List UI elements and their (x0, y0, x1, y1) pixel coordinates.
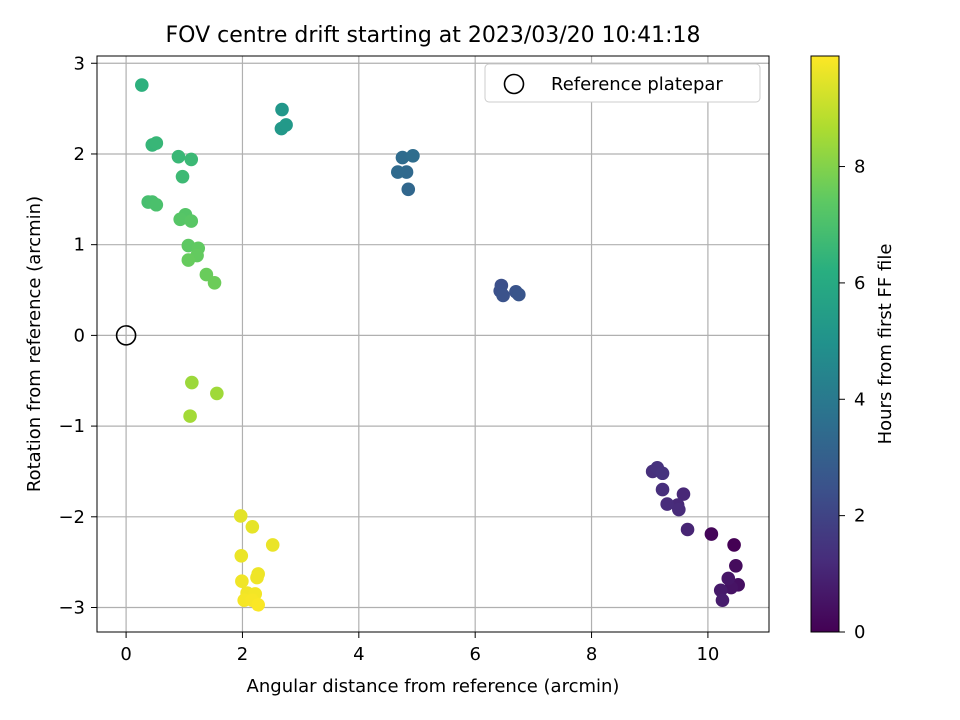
y-tick-label: 2 (74, 144, 85, 165)
legend-box (484, 63, 761, 103)
data-point (135, 78, 149, 92)
data-point (275, 102, 289, 117)
legend-reference-marker (503, 73, 525, 95)
data-point (401, 182, 416, 197)
data-point (181, 253, 196, 267)
y-axis-ticks: −3 −2 −1 0 1 2 3 (58, 53, 97, 619)
colorbar-tick-label: 0 (854, 622, 865, 643)
data-point (391, 165, 405, 179)
data-point (149, 136, 164, 150)
x-tick-label: 2 (237, 644, 248, 665)
legend-entry-reference: Reference platepar (551, 74, 723, 95)
x-tick-label: 10 (696, 644, 719, 665)
x-tick-label: 6 (469, 644, 480, 665)
data-point (680, 522, 695, 537)
x-tick-label: 4 (353, 644, 364, 665)
y-tick-label: 0 (74, 325, 85, 346)
data-point (175, 169, 190, 184)
data-point (207, 275, 222, 290)
data-point (512, 287, 526, 302)
data-point (173, 212, 187, 227)
grid (97, 56, 769, 632)
y-tick-label: 3 (74, 53, 85, 74)
data-point (251, 597, 265, 612)
data-point (496, 288, 510, 303)
data-point (171, 149, 186, 164)
colorbar-tick-label: 2 (854, 506, 865, 527)
y-axis-label: Rotation from reference (arcmin) (24, 196, 45, 492)
data-point (279, 118, 293, 132)
data-point (233, 509, 248, 523)
data-point (245, 519, 260, 534)
x-axis-label: Angular distance from reference (arcmin) (247, 676, 620, 697)
chart-title: FOV centre drift starting at 2023/03/20 … (166, 23, 701, 48)
y-tick-label: −3 (58, 598, 85, 619)
x-axis-ticks: 0 2 4 6 8 10 (120, 632, 719, 665)
data-point (184, 214, 199, 228)
data-point (235, 574, 249, 589)
data-point (185, 375, 199, 390)
data-point (406, 148, 420, 163)
reference-layer (115, 325, 137, 346)
legend: Reference platepar (484, 63, 761, 103)
data-point (395, 150, 410, 165)
data-point (704, 527, 719, 541)
reference-platepar-marker (115, 325, 137, 346)
data-point (250, 570, 264, 585)
x-tick-label: 8 (586, 644, 597, 665)
data-point (715, 593, 730, 608)
colorbar: 0 2 4 6 8 Hours from first FF file (810, 55, 896, 643)
y-tick-label: 1 (74, 235, 85, 256)
data-point (210, 386, 224, 401)
data-point (265, 538, 280, 552)
data-point (729, 558, 743, 573)
data-points (135, 78, 745, 612)
y-tick-label: −1 (58, 416, 85, 437)
data-point (655, 482, 670, 497)
data-point (676, 487, 691, 501)
data-point (660, 497, 674, 511)
data-point (672, 502, 686, 517)
colorbar-tick-label: 6 (854, 273, 865, 294)
colorbar-tick-label: 8 (854, 157, 865, 178)
data-point (655, 466, 670, 481)
colorbar-gradient (810, 55, 840, 633)
data-point (234, 549, 249, 563)
colorbar-ticks: 0 2 4 6 8 (839, 157, 865, 643)
data-point (184, 152, 199, 167)
data-point (721, 571, 736, 586)
colorbar-tick-label: 4 (854, 389, 865, 410)
data-point (149, 197, 164, 212)
data-point (727, 538, 741, 552)
x-tick-label: 0 (120, 644, 131, 665)
colorbar-label: Hours from first FF file (875, 244, 896, 445)
plot-frame (96, 55, 770, 633)
data-point (183, 409, 197, 423)
y-tick-label: −2 (58, 507, 85, 528)
